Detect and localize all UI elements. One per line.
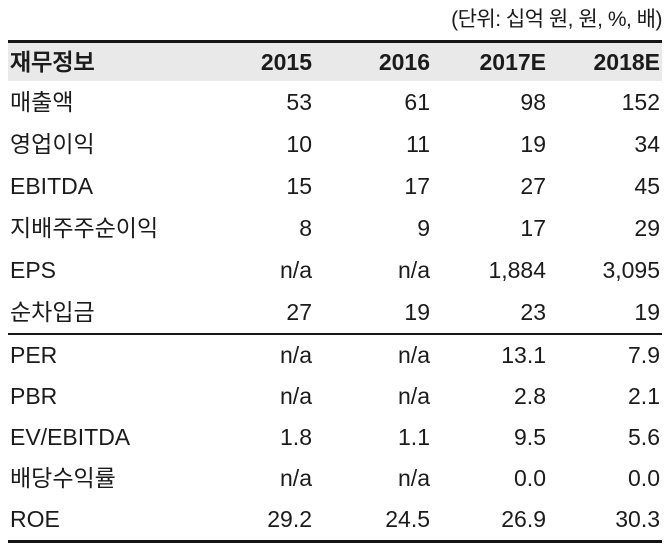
cell-value: 3,095: [602, 256, 660, 283]
table-row: 배당수익률 n/a n/a 0.0 0.0: [8, 458, 662, 499]
row-label: 매출액: [10, 88, 74, 115]
cell-value: 1,884: [488, 256, 546, 283]
row-label: ROE: [10, 506, 60, 532]
cell-value: 9.5: [514, 424, 546, 450]
cell-value: 1.1: [398, 424, 430, 450]
cell-value: n/a: [398, 256, 430, 283]
header-financial-info: 재무정보: [8, 41, 200, 81]
table-row: EPS n/a n/a 1,884 3,095: [8, 249, 662, 291]
cell-value: 1.8: [280, 424, 312, 450]
cell-value: 0.0: [514, 465, 546, 491]
cell-value: 10: [286, 130, 312, 157]
table-row: 지배주주순이익 8 9 17 29: [8, 207, 662, 249]
cell-value: 26.9: [501, 506, 546, 532]
row-label: 지배주주순이익: [10, 214, 159, 241]
cell-value: 30.3: [615, 506, 660, 532]
table-row: PER n/a n/a 13.1 7.9: [8, 333, 662, 376]
cell-value: 19: [634, 298, 660, 325]
cell-value: 17: [404, 172, 430, 199]
header-2018e: 2018E: [548, 41, 662, 81]
cell-value: n/a: [314, 333, 432, 376]
table-row: 영업이익 10 11 19 34: [8, 123, 662, 165]
cell-value: 17: [520, 214, 546, 241]
cell-value: 45: [634, 172, 660, 199]
row-label: PER: [8, 333, 200, 376]
header-2016: 2016: [314, 41, 432, 81]
cell-value: 0.0: [628, 465, 660, 491]
unit-note: (단위: 십억 원, 원, %, 배): [451, 8, 662, 31]
header-2017e: 2017E: [432, 41, 548, 81]
cell-value: 13.1: [432, 333, 548, 376]
table-row: EBITDA 15 17 27 45: [8, 165, 662, 207]
cell-value: n/a: [280, 256, 312, 283]
cell-value: 19: [520, 130, 546, 157]
cell-value: 27: [520, 172, 546, 199]
cell-value: 61: [404, 88, 430, 115]
cell-value: 27: [286, 298, 312, 325]
cell-value: 8: [299, 214, 312, 241]
cell-value: 11: [406, 130, 430, 157]
cell-value: 34: [634, 130, 660, 157]
cell-value: 9: [417, 214, 430, 241]
cell-value: n/a: [280, 383, 312, 409]
cell-value: 19: [404, 298, 430, 325]
cell-value: n/a: [200, 333, 314, 376]
cell-value: 24.5: [385, 506, 430, 532]
financial-info-table: 재무정보 2015 2016 2017E 2018E 매출액 53 61 98 …: [8, 40, 662, 543]
cell-value: 2.1: [628, 383, 660, 409]
row-label: 배당수익률: [10, 465, 116, 491]
row-label: EBITDA: [10, 172, 94, 199]
table-row: PBR n/a n/a 2.8 2.1: [8, 376, 662, 417]
row-label: EV/EBITDA: [10, 424, 131, 450]
row-label: 순차입금: [10, 298, 95, 325]
cell-value: 152: [621, 88, 660, 115]
cell-value: 2.8: [514, 383, 546, 409]
cell-value: n/a: [280, 465, 312, 491]
cell-value: 29.2: [267, 506, 312, 532]
cell-value: 29: [634, 214, 660, 241]
table-row: ROE 29.2 24.5 26.9 30.3: [8, 499, 662, 542]
header-2015: 2015: [200, 41, 314, 81]
cell-value: 53: [286, 88, 312, 115]
table-header-row: 재무정보 2015 2016 2017E 2018E: [8, 41, 662, 81]
cell-value: 23: [520, 298, 546, 325]
cell-value: 5.6: [628, 424, 660, 450]
cell-value: 98: [520, 88, 546, 115]
row-label: 영업이익: [10, 130, 95, 157]
cell-value: 15: [286, 172, 312, 199]
row-label: PBR: [10, 383, 58, 409]
cell-value: n/a: [398, 465, 430, 491]
cell-value: n/a: [398, 383, 430, 409]
table-row: EV/EBITDA 1.8 1.1 9.5 5.6: [8, 417, 662, 458]
row-label: EPS: [10, 256, 57, 283]
cell-value: 7.9: [548, 333, 662, 376]
table-row: 매출액 53 61 98 152: [8, 81, 662, 123]
table-row: 순차입금 27 19 23 19: [8, 291, 662, 334]
